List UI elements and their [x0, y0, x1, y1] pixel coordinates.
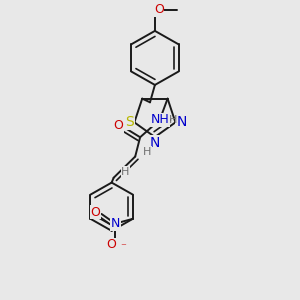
Text: H: H [169, 115, 177, 125]
Text: NH: NH [150, 113, 169, 126]
Text: H: H [121, 167, 130, 177]
Text: O: O [106, 238, 116, 251]
Text: O: O [91, 206, 100, 218]
Text: O: O [114, 119, 124, 132]
Text: N: N [150, 136, 160, 150]
Text: H: H [143, 147, 151, 157]
Text: O: O [154, 3, 164, 16]
Text: N: N [176, 116, 187, 129]
Text: S: S [125, 116, 134, 129]
Text: N: N [111, 217, 120, 230]
Text: ⁻: ⁻ [120, 242, 126, 252]
